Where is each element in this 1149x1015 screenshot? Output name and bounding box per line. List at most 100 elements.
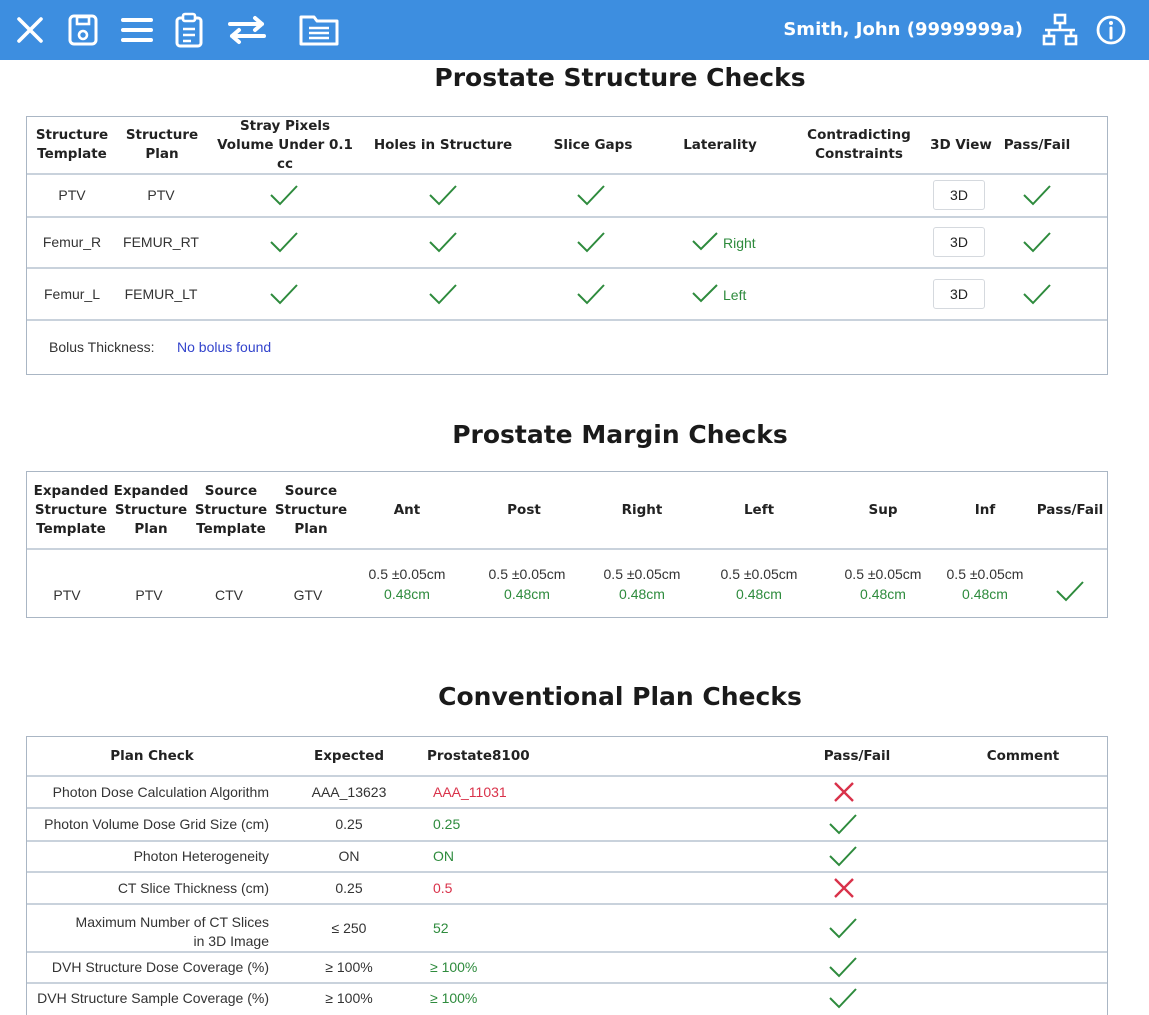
plan-check-label: DVH Structure Dose Coverage (%) (51, 959, 269, 975)
right-expected: 0.5 ±0.05cm (603, 566, 681, 582)
ant-expected: 0.5 ±0.05cm (368, 566, 446, 582)
plan-checks-title: Conventional Plan Checks (438, 682, 802, 711)
header-contradicting-constraints: Contradicting Constraints (807, 127, 911, 162)
table-row: PTV PTV CTV GTV 0.5 ±0.05cm 0.48cm 0.5 ±… (27, 549, 1107, 617)
plan-check-label: Photon Heterogeneity (133, 848, 269, 864)
expected-value: 0.25 (335, 816, 363, 832)
header-source-structure-template: Source Structure Template (194, 482, 268, 537)
source-structure-plan: GTV (293, 587, 323, 603)
close-icon[interactable] (12, 10, 48, 50)
inf-expected: 0.5 ±0.05cm (946, 566, 1024, 582)
pass-check-icon (828, 952, 858, 982)
pass-check-icon (828, 808, 858, 840)
table-row: DVH Structure Sample Coverage (%) ≥ 100%… (27, 983, 1107, 1013)
header-3d-view: 3D View (930, 136, 992, 153)
view-3d-button[interactable]: 3D (933, 279, 985, 309)
left-actual: 0.48cm (736, 586, 782, 602)
bolus-value: No bolus found (177, 339, 272, 355)
pass-check-icon (1055, 577, 1085, 605)
user-name: Smith, John (9999999a) (783, 19, 1023, 40)
pass-check-icon (1022, 217, 1052, 267)
pass-check-icon (828, 904, 858, 951)
check-icon (576, 268, 606, 319)
fail-x-icon (831, 776, 857, 807)
table-header: Plan Check Expected Prostate8100 Pass/Fa… (27, 737, 1107, 775)
pass-check-icon (1022, 174, 1052, 216)
clipboard-icon[interactable] (171, 10, 207, 50)
structure-checks-table: Structure Template Structure Plan Stray Pi… (26, 116, 1108, 375)
check-icon (576, 174, 606, 216)
expected-value: ≥ 100% (325, 959, 373, 975)
check-icon (428, 174, 458, 216)
document-list-icon[interactable] (296, 10, 342, 50)
ant-actual: 0.48cm (384, 586, 430, 602)
check-icon (691, 282, 719, 307)
menu-icon[interactable] (118, 10, 156, 50)
plan-check-label: Maximum Number of CT Slices in 3D Image (75, 914, 269, 949)
top-toolbar: Smith, John (9999999a) (0, 0, 1149, 60)
sup-expected: 0.5 ±0.05cm (844, 566, 922, 582)
plan-value: AAA_11031 (433, 783, 507, 800)
table-header: Structure Template Structure Plan Stray Pi… (27, 117, 1107, 173)
header-right: Right (621, 501, 663, 518)
plan-value: ≥ 100% (430, 990, 478, 1006)
table-row: Maximum Number of CT Slices in 3D Image ≤… (27, 904, 1107, 951)
expanded-structure-template: PTV (53, 587, 81, 603)
header-sup: Sup (868, 501, 898, 518)
margin-checks-title: Prostate Margin Checks (452, 420, 788, 449)
check-icon (428, 268, 458, 319)
table-row: Femur_L FEMUR_LT Left 3D (27, 268, 1107, 319)
table-row: Photon Volume Dose Grid Size (cm) 0.25 0… (27, 808, 1107, 840)
laterality-value: Right (723, 234, 756, 251)
structure-template: Femur_R (42, 234, 102, 250)
table-row: DVH Structure Dose Coverage (%) ≥ 100% ≥… (27, 952, 1107, 982)
pass-check-icon (828, 841, 858, 871)
header-left: Left (743, 501, 775, 518)
right-actual: 0.48cm (619, 586, 665, 602)
header-comment: Comment (986, 747, 1060, 764)
plan-value: ≥ 100% (430, 959, 478, 975)
post-expected: 0.5 ±0.05cm (488, 566, 566, 582)
info-icon[interactable] (1093, 10, 1129, 50)
pass-check-icon (828, 983, 858, 1013)
header-structure-plan: Structure Plan (125, 127, 199, 162)
laterality-result: Right (691, 230, 756, 255)
expanded-structure-plan: PTV (135, 587, 163, 603)
check-icon (576, 217, 606, 267)
table-row: PTV PTV 3D (27, 174, 1107, 216)
plan-check-label: Photon Dose Calculation Algorithm (52, 783, 269, 800)
view-3d-button[interactable]: 3D (933, 180, 985, 210)
left-expected: 0.5 ±0.05cm (720, 566, 798, 582)
save-icon[interactable] (64, 10, 102, 50)
header-pass-fail: Pass/Fail (823, 747, 891, 764)
header-pass-fail: Pass/Fail (1036, 501, 1104, 518)
bolus-label: Bolus Thickness: (49, 339, 155, 355)
structure-template: PTV (58, 187, 86, 203)
structure-plan: FEMUR_LT (124, 285, 198, 302)
structure-plan: PTV (147, 187, 175, 203)
network-icon[interactable] (1040, 10, 1080, 50)
expected-value: ≤ 250 (331, 919, 367, 936)
check-icon (269, 174, 299, 216)
check-icon (691, 230, 719, 255)
laterality-value: Left (723, 286, 747, 303)
view-3d-button[interactable]: 3D (933, 227, 985, 257)
header-holes: Holes in Structure (373, 136, 513, 153)
laterality-result: Left (691, 282, 746, 307)
header-pass-fail: Pass/Fail (1003, 136, 1071, 153)
plan-checks-table: Plan Check Expected Prostate8100 Pass/Fa… (26, 736, 1108, 1015)
plan-value: 52 (433, 919, 449, 936)
expected-value: ON (338, 848, 360, 864)
plan-value: 0.5 (433, 879, 453, 896)
plan-check-label: DVH Structure Sample Coverage (%) (37, 990, 269, 1006)
swap-icon[interactable] (222, 10, 272, 50)
header-stray-pixels: Stray Pixels Volume Under 0.1 cc (217, 117, 353, 172)
table-row: Photon Heterogeneity ON ON (27, 841, 1107, 871)
expected-value: 0.25 (335, 879, 363, 896)
fail-x-icon (831, 872, 857, 903)
plan-value: 0.25 (433, 816, 461, 832)
header-plan-name: Prostate8100 (427, 747, 530, 764)
table-header: Expanded Structure Template Expanded Struct… (27, 472, 1107, 548)
inf-actual: 0.48cm (962, 586, 1008, 602)
source-structure-template: CTV (215, 587, 243, 603)
